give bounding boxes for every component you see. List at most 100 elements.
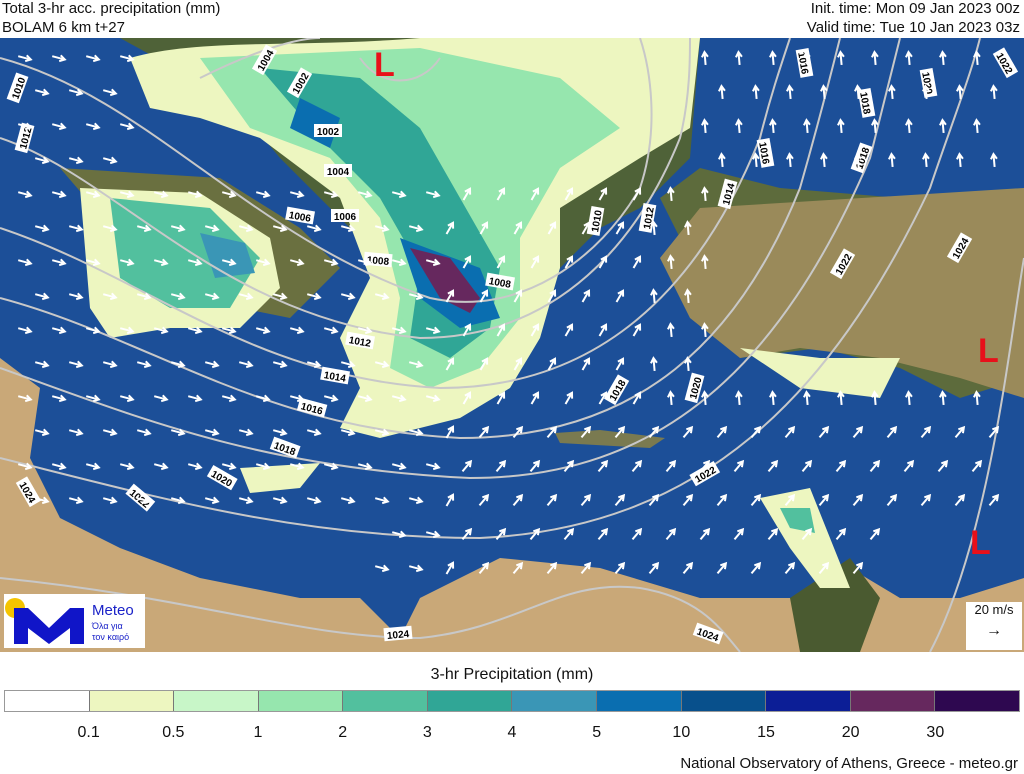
wind-arrow [306, 224, 322, 233]
low-marker: L [978, 332, 999, 370]
wind-arrow [988, 425, 1000, 439]
wind-arrow [425, 530, 441, 539]
wind-arrow [682, 561, 694, 575]
wind-arrow [272, 292, 288, 301]
wind-arrow [408, 428, 424, 437]
wind-arrow [153, 190, 169, 199]
wind-arrow [598, 187, 608, 201]
wind-arrow [17, 190, 33, 199]
wind-arrow [238, 428, 254, 437]
isobar-label: 1012 [345, 331, 376, 350]
wind-arrow [990, 152, 998, 168]
wind-arrow [580, 561, 592, 575]
wind-arrow [68, 496, 84, 505]
wind-arrow [204, 496, 220, 505]
wind-arrow [170, 360, 186, 369]
wind-arrow [769, 50, 777, 66]
wind-arrow [68, 88, 84, 97]
wind-arrow [68, 360, 84, 369]
wind-arrow [425, 190, 441, 199]
wind-arrow [667, 186, 675, 202]
colorbar-tick-label: 4 [507, 724, 517, 741]
wind-arrow [255, 190, 271, 199]
wind-arrow [632, 187, 642, 201]
wind-arrow [119, 394, 135, 403]
wind-arrow [445, 221, 455, 235]
wind-arrow [445, 289, 455, 303]
wind-arrow [17, 326, 33, 335]
wind-arrow [374, 496, 390, 505]
wind-arrow [119, 190, 135, 199]
wind-arrow [784, 493, 796, 507]
isobar-label: 1010 [586, 205, 605, 236]
wind-arrow [408, 292, 424, 301]
wind-arrow [136, 292, 152, 301]
wind-vectors [17, 50, 1000, 575]
wind-arrow [786, 84, 794, 100]
wind-arrow [496, 323, 506, 337]
wind-arrow [701, 322, 709, 338]
wind-arrow [905, 50, 913, 66]
wind-arrow [767, 459, 779, 473]
wind-arrow [306, 360, 322, 369]
wind-arrow [990, 84, 998, 100]
isobar-label: 1002 [314, 124, 342, 138]
colorbar-tick-label: 30 [926, 724, 945, 741]
isobar-label: 1014 [320, 366, 351, 385]
wind-arrow [701, 390, 709, 406]
wind-arrow [272, 496, 288, 505]
wind-arrow [462, 391, 472, 405]
wind-arrow [374, 292, 390, 301]
wind-arrow [837, 118, 845, 134]
wind-arrow [187, 462, 203, 471]
colorbar-tick-label: 15 [757, 724, 775, 741]
wind-arrow [871, 50, 879, 66]
wind-arrow [735, 50, 743, 66]
wind-arrow [51, 326, 67, 335]
wind-arrow [119, 326, 135, 335]
wind-arrow [102, 496, 118, 505]
wind-arrow [530, 255, 540, 269]
wind-arrow [68, 428, 84, 437]
wind-arrow [564, 255, 574, 269]
wind-arrow [255, 394, 271, 403]
wind-arrow [820, 152, 828, 168]
wind-arrow [85, 394, 101, 403]
wind-arrow [939, 390, 947, 406]
wind-arrow [682, 425, 694, 439]
wind-arrow [564, 187, 574, 201]
wind-arrow [461, 527, 473, 541]
wind-arrow [153, 394, 169, 403]
wind-arrow [85, 122, 101, 131]
wind-arrow [922, 152, 930, 168]
wind-arrow [391, 258, 407, 267]
wind-arrow [272, 360, 288, 369]
wind-arrow [391, 326, 407, 335]
colorbar-cell [258, 691, 344, 711]
colorbar-tick-label: 2 [338, 724, 348, 741]
wind-arrow [187, 394, 203, 403]
wind-arrow [17, 54, 33, 63]
colorbar-cell [89, 691, 175, 711]
colorbar-tick-label: 0.1 [77, 724, 100, 741]
wind-arrow [461, 459, 473, 473]
wind-arrow [51, 54, 67, 63]
wind-arrow [85, 54, 101, 63]
wind-arrow [478, 561, 490, 575]
tagline-line-2: τον καιρό [92, 632, 130, 642]
wind-arrow [786, 152, 794, 168]
wind-arrow [546, 493, 558, 507]
wind-arrow [17, 394, 33, 403]
colorbar-cell [850, 691, 936, 711]
wind-arrow [221, 394, 237, 403]
wind-arrow [306, 428, 322, 437]
low-marker: L [374, 46, 395, 84]
wind-arrow [854, 152, 862, 168]
svg-text:1016: 1016 [756, 141, 771, 165]
wind-arrow [973, 390, 981, 406]
wind-arrow [632, 255, 642, 269]
wind-arrow [886, 425, 898, 439]
svg-text:1008: 1008 [366, 255, 390, 268]
colorbar-cell [681, 691, 767, 711]
wind-arrow [784, 425, 796, 439]
